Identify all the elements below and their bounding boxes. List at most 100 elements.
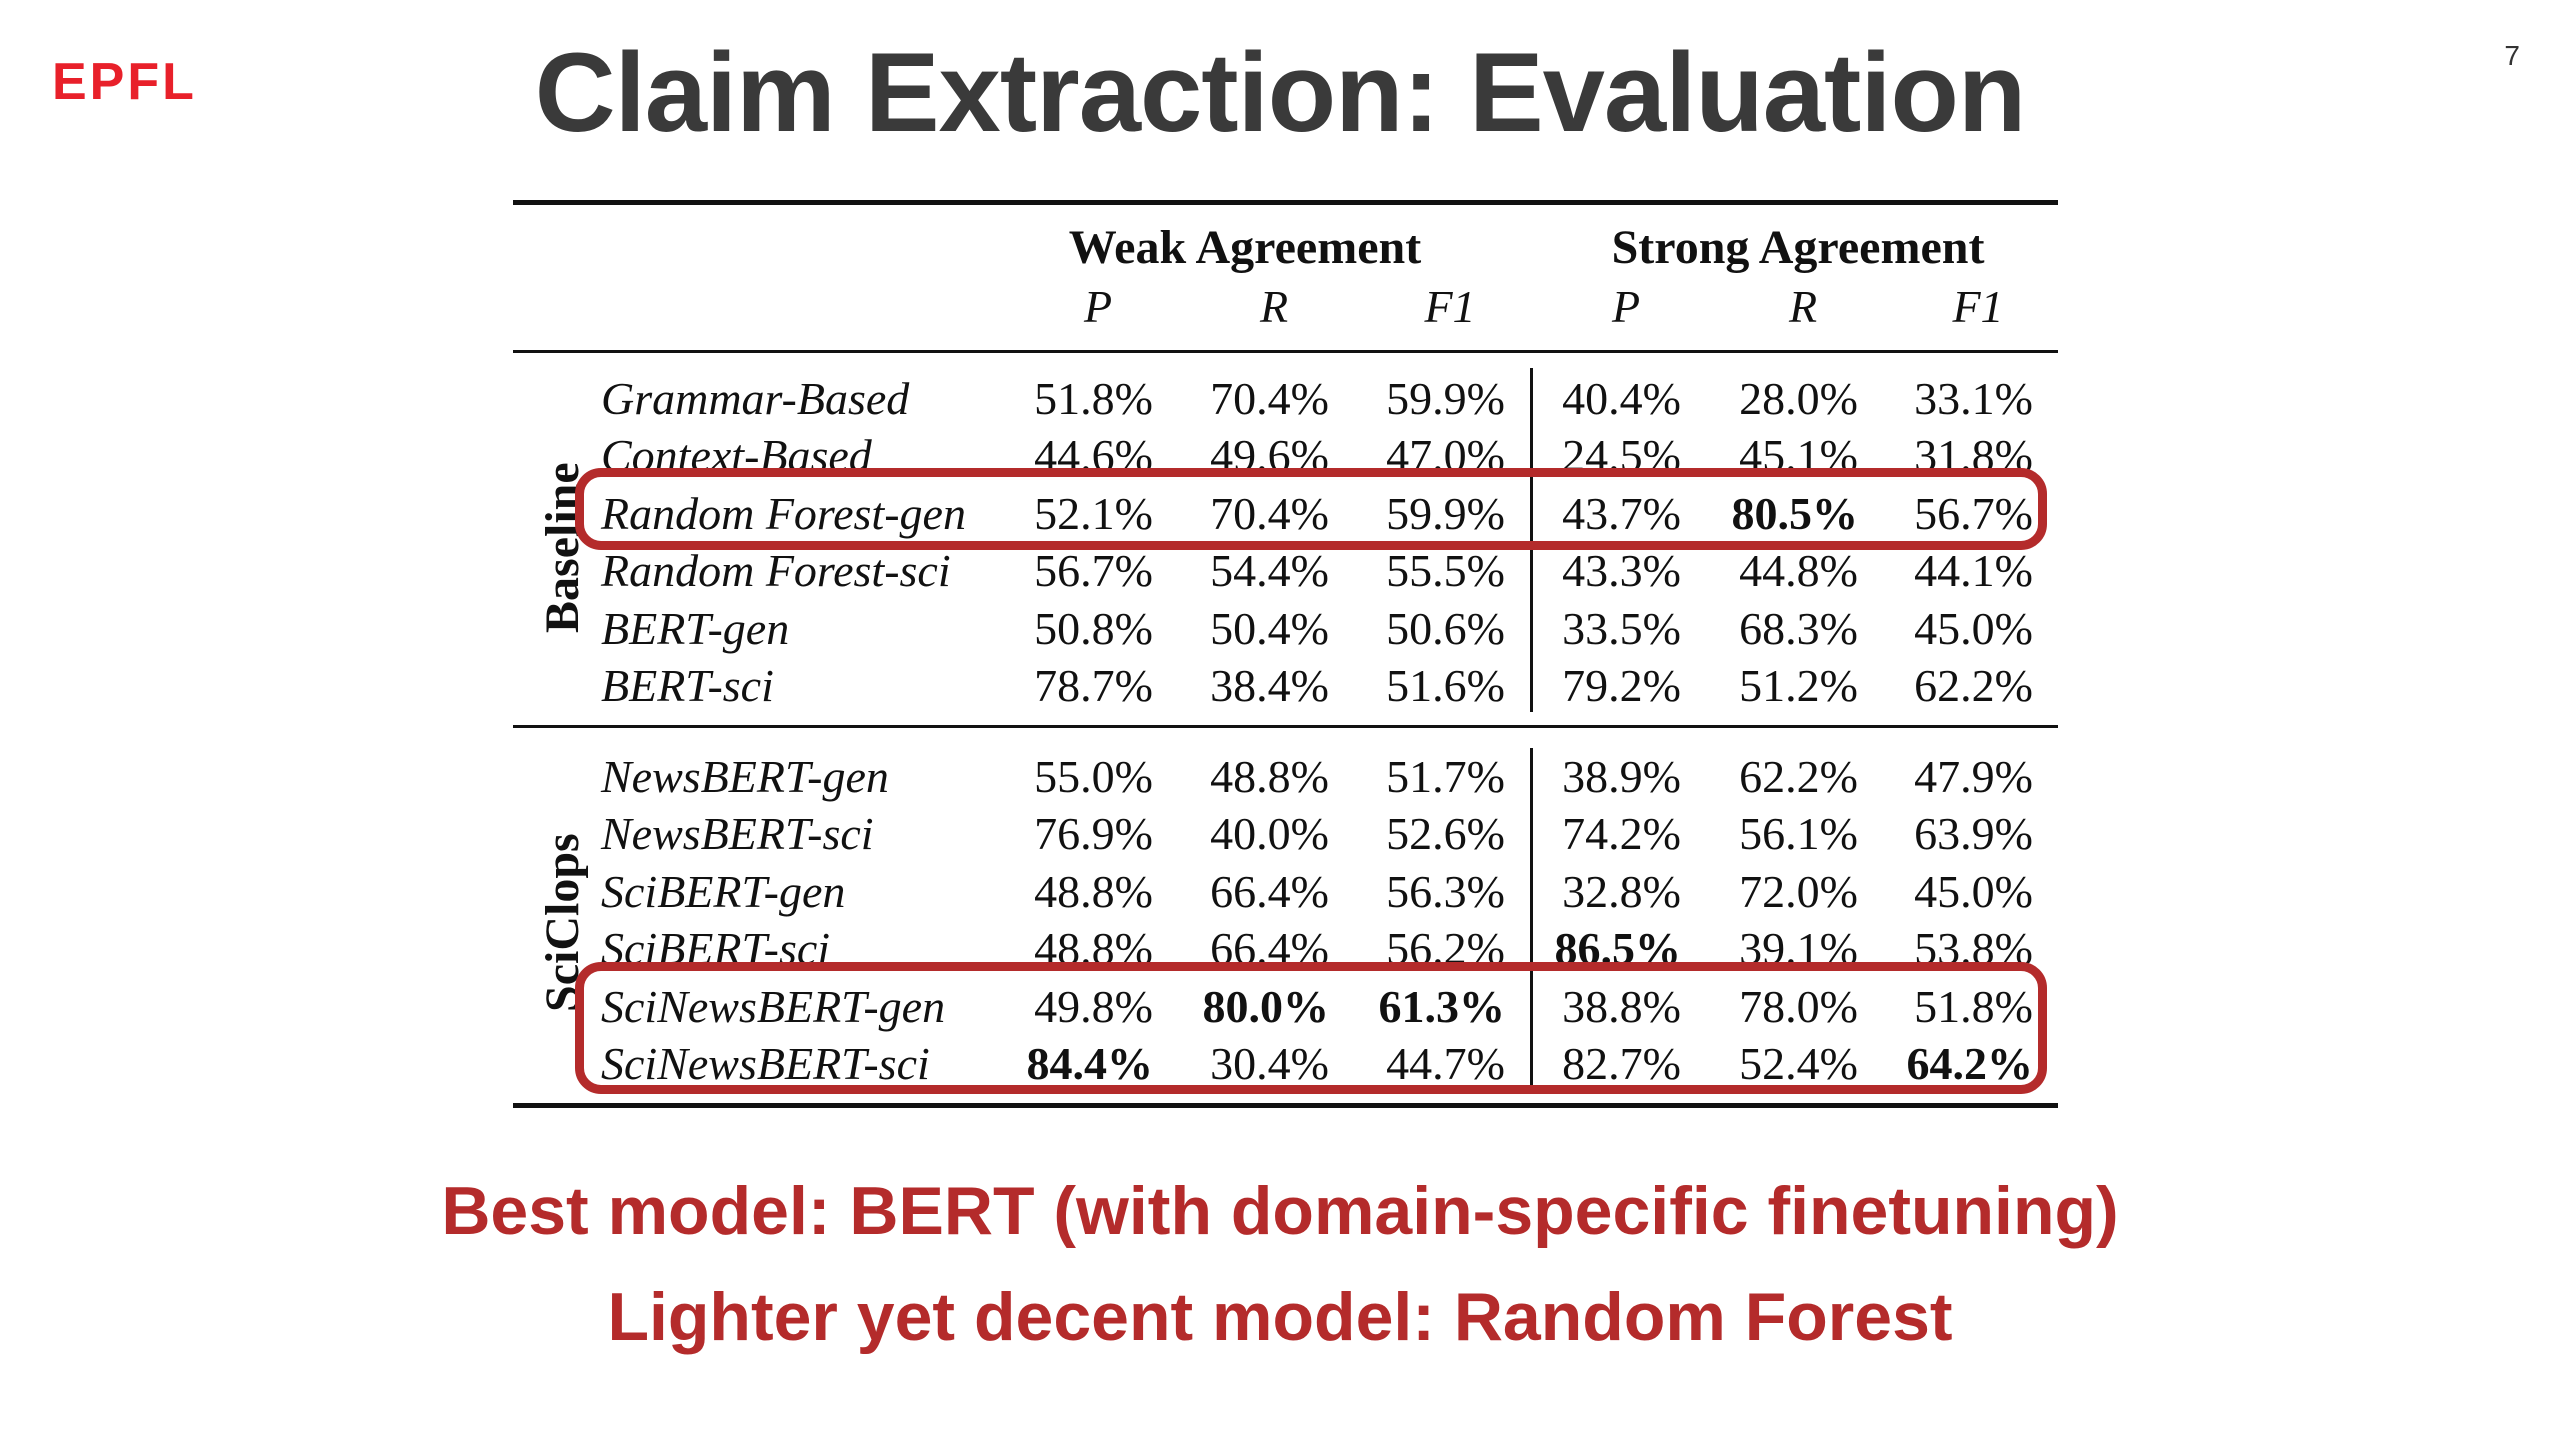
table-cell: 56.3% [1386, 865, 1505, 917]
table-cell: 52.4% [1739, 1038, 1858, 1089]
results-table: Weak Agreement Strong Agreement P R F1 P R F1… [513, 200, 2058, 1110]
column-header: F1 [1952, 281, 2004, 332]
table-cell: 51.8% [1034, 373, 1153, 424]
table-cell: 74.2% [1562, 808, 1681, 860]
table-cell: 55.0% [1034, 751, 1153, 802]
table-cell: 68.3% [1739, 602, 1858, 654]
table-cell: 66.4% [1210, 865, 1329, 917]
table-cell: 78.7% [1034, 660, 1153, 711]
table-cell: 62.2% [1739, 751, 1858, 802]
table-cell: 30.4% [1210, 1038, 1329, 1089]
column-header: P [1611, 281, 1641, 332]
table-row: BERT-sci 78.7% 38.4% 51.6% 79.2% 51.2% 62.2% [513, 657, 2058, 714]
table-cell: 63.9% [1914, 808, 2033, 860]
table-cell: 40.4% [1562, 373, 1681, 424]
table-cell: 59.9% [1386, 487, 1505, 539]
takeaway-best-model: Best model: BERT (with domain-specific f… [441, 1173, 2119, 1249]
table-cell: 55.5% [1386, 545, 1505, 597]
table-cell: 50.6% [1386, 602, 1505, 654]
highlight-box-scinewsbert [575, 962, 2047, 1094]
table-row: BERT-gen 50.8% 50.4% 50.6% 33.5% 68.3% 45.0% [513, 600, 2058, 657]
table-cell: 72.0% [1739, 865, 1858, 917]
table-cell: 48.8% [1034, 865, 1153, 917]
table-cell: 51.6% [1386, 660, 1505, 711]
model-name: SciNewsBERT-gen [601, 980, 946, 1032]
table-cell: 56.7% [1914, 487, 2033, 539]
table-cell: 80.0% [1202, 980, 1330, 1032]
model-name: Random Forest-gen [601, 487, 966, 539]
table-cell: 80.5% [1731, 487, 1859, 539]
table-cell: 56.1% [1739, 808, 1858, 860]
model-name: SciBERT-gen [601, 865, 846, 917]
table-cell: 44.1% [1914, 545, 2033, 597]
table-cell: 51.7% [1386, 751, 1505, 802]
table-row: Random Forest-gen 52.1% 70.4% 59.9% 43.7% 80.… [513, 485, 2058, 542]
table-cell: 48.8% [1210, 751, 1329, 802]
column-separator-baseline [1530, 368, 1533, 712]
table-row: SciNewsBERT-gen 49.8% 80.0% 61.3% 38.8% 78.0%… [513, 978, 2058, 1035]
table-cell: 47.9% [1914, 751, 2033, 802]
page-number: 7 [2504, 40, 2520, 71]
table-cell: 32.8% [1562, 865, 1681, 917]
model-name: SciNewsBERT-sci [601, 1038, 930, 1089]
weak-agreement-header: Weak Agreement [1068, 221, 1422, 274]
table-bottom-rule [513, 1103, 2058, 1108]
table-cell: 64.2% [1906, 1038, 2034, 1089]
table-row: Grammar-Based 51.8% 70.4% 59.9% 40.4% 28.0% 33… [513, 370, 2058, 427]
table-row: Random Forest-sci 56.7% 54.4% 55.5% 43.3% 44.… [513, 542, 2058, 599]
table-cell: 82.7% [1562, 1038, 1681, 1089]
table-cell: 43.7% [1562, 487, 1681, 539]
table-cell: 44.7% [1386, 1038, 1505, 1089]
table-cell: 43.3% [1562, 545, 1681, 597]
table-cell: 61.3% [1378, 980, 1506, 1032]
table-cell: 50.8% [1034, 602, 1153, 654]
table-cell: 51.2% [1739, 660, 1858, 711]
model-name: NewsBERT-sci [601, 808, 874, 860]
model-name: BERT-sci [601, 660, 774, 711]
column-header: F1 [1424, 281, 1476, 332]
table-cell: 38.8% [1562, 980, 1681, 1032]
model-name: Random Forest-sci [601, 545, 951, 597]
table-cell: 38.9% [1562, 751, 1681, 802]
table-cell: 28.0% [1739, 373, 1858, 424]
table-cell: 45.0% [1914, 602, 2033, 654]
table-cell: 45.0% [1914, 865, 2033, 917]
table-row: SciNewsBERT-sci 84.4% 30.4% 44.7% 82.7% 52.4%… [513, 1035, 2058, 1092]
column-header: P [1083, 281, 1113, 332]
epfl-logo: EPFL [52, 53, 197, 111]
header-rule [513, 350, 2058, 353]
table-row: NewsBERT-sci 76.9% 40.0% 52.6% 74.2% 56.1% 63.… [513, 805, 2058, 862]
table-cell: 49.8% [1034, 980, 1153, 1032]
table-cell: 40.0% [1210, 808, 1329, 860]
table-cell: 33.1% [1914, 373, 2033, 424]
table-cell: 59.9% [1386, 373, 1505, 424]
table-cell: 50.4% [1210, 602, 1329, 654]
table-top-rule [513, 200, 2058, 205]
table-cell: 79.2% [1562, 660, 1681, 711]
table-cell: 70.4% [1210, 373, 1329, 424]
table-cell: 70.4% [1210, 487, 1329, 539]
column-header: R [1259, 281, 1289, 332]
model-name: NewsBERT-gen [601, 751, 889, 802]
highlight-box-random-forest [575, 468, 2047, 550]
strong-agreement-header: Strong Agreement [1611, 221, 1985, 274]
takeaway-lighter-model: Lighter yet decent model: Random Forest [607, 1279, 1953, 1355]
table-cell: 78.0% [1739, 980, 1858, 1032]
table-cell: 62.2% [1914, 660, 2033, 711]
table-cell: 56.7% [1034, 545, 1153, 597]
table-cell: 54.4% [1210, 545, 1329, 597]
table-cell: 76.9% [1034, 808, 1153, 860]
model-name: BERT-gen [601, 602, 790, 654]
table-cell: 52.1% [1034, 487, 1153, 539]
model-name: Grammar-Based [601, 373, 910, 424]
column-header: R [1788, 281, 1818, 332]
table-row: NewsBERT-gen 55.0% 48.8% 51.7% 38.9% 62.2% 47.… [513, 748, 2058, 805]
table-cell: 44.8% [1739, 545, 1858, 597]
table-cell: 38.4% [1210, 660, 1329, 711]
column-separator-sciclops [1530, 748, 1533, 1090]
table-cell: 52.6% [1386, 808, 1505, 860]
table-cell: 51.8% [1914, 980, 2033, 1032]
slide-title: Claim Extraction: Evaluation [534, 30, 2027, 155]
table-cell: 84.4% [1026, 1038, 1154, 1089]
section-rule [513, 725, 2058, 728]
